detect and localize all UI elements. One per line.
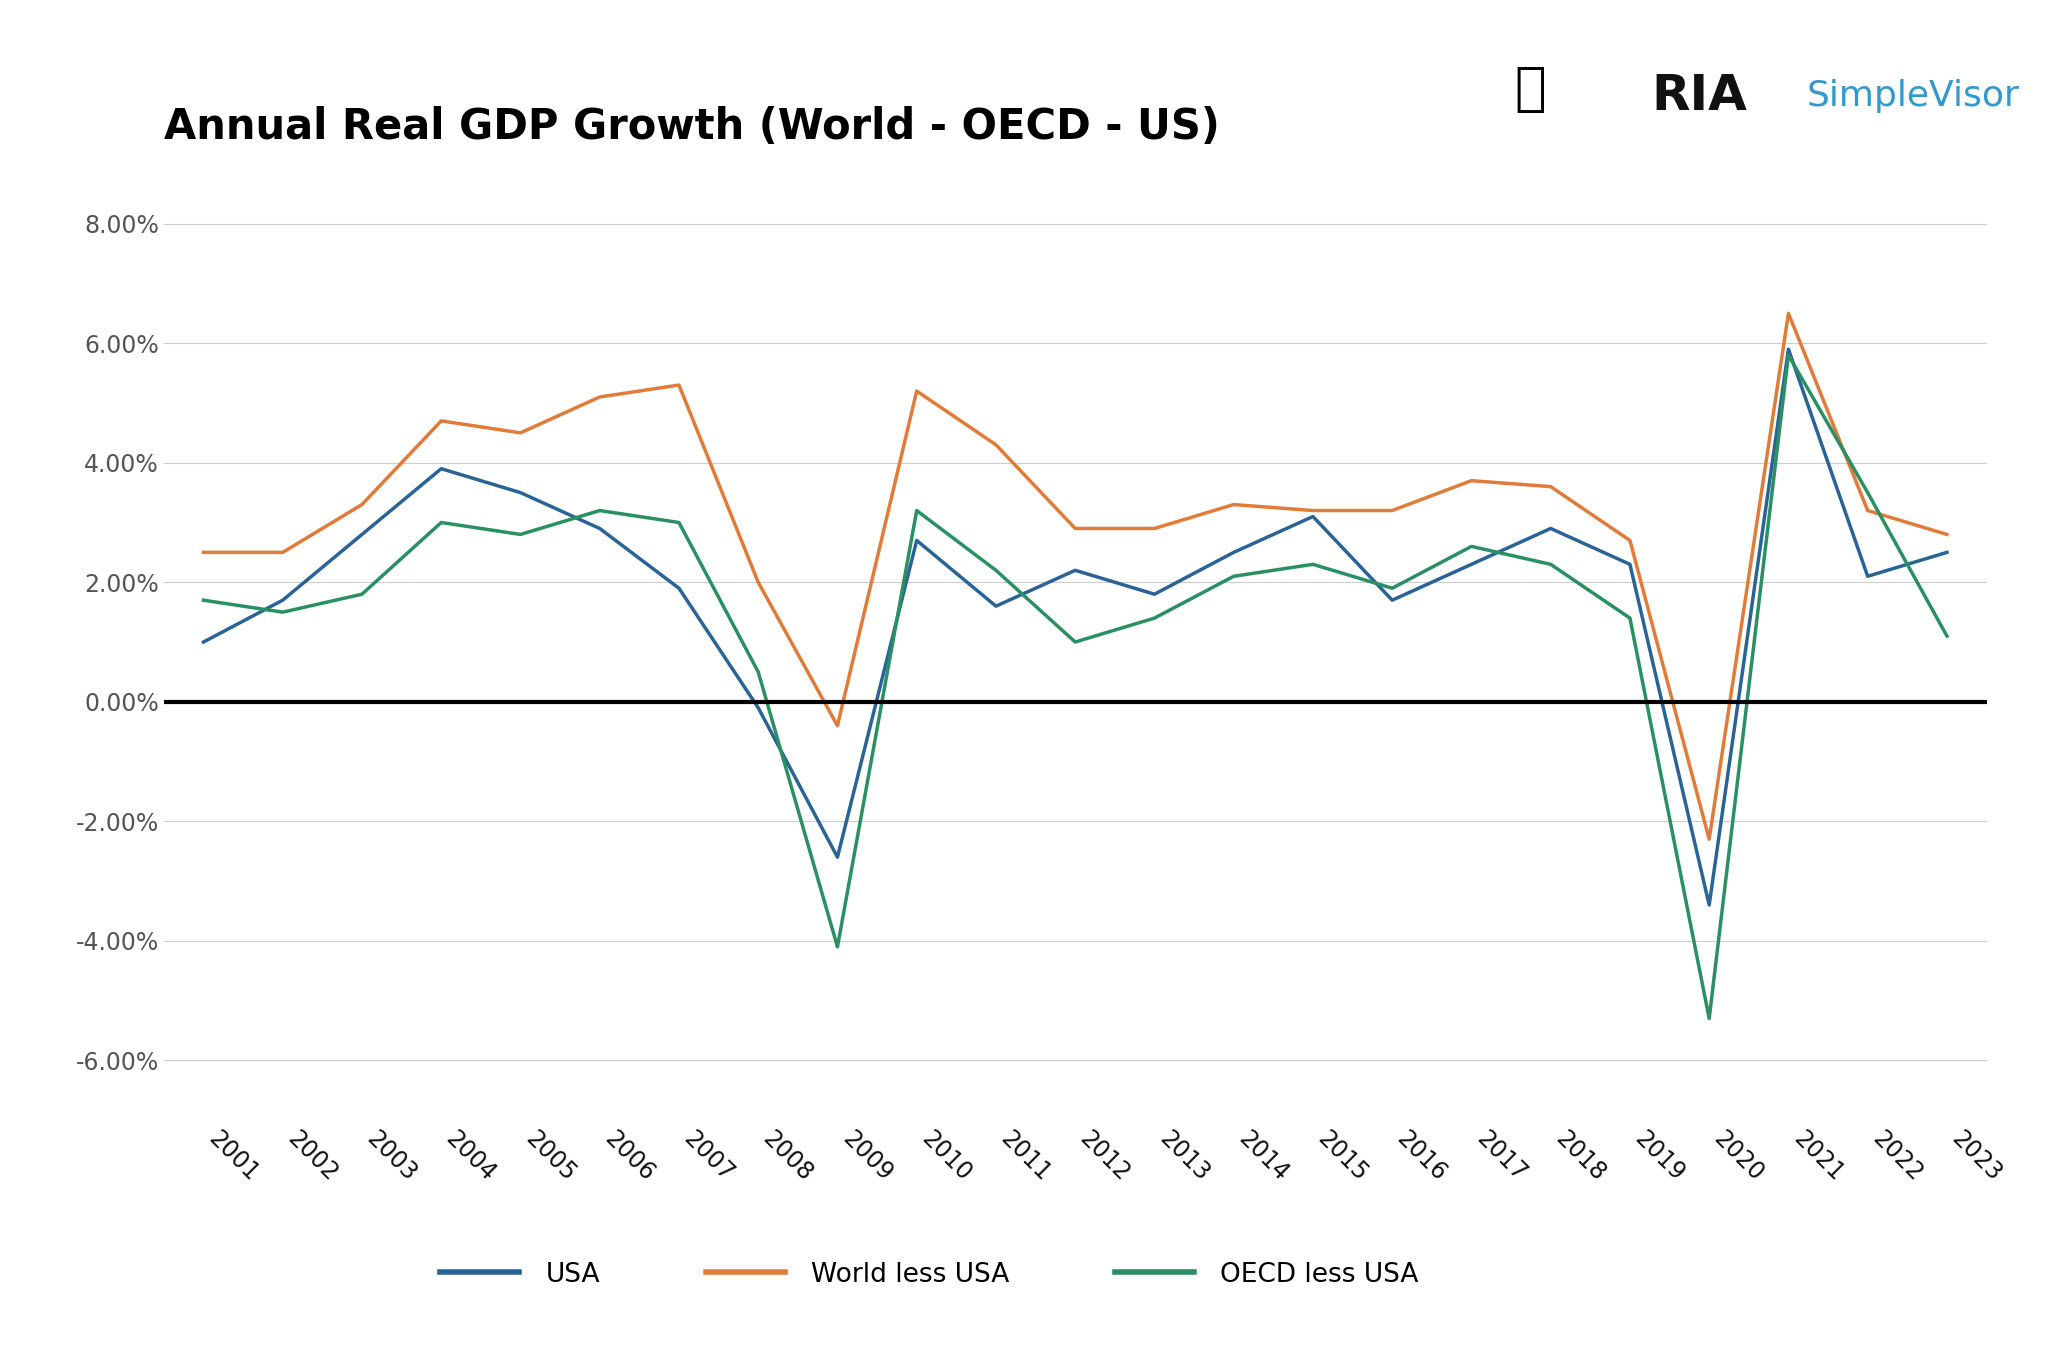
Text: Annual Real GDP Growth (World - OECD - US): Annual Real GDP Growth (World - OECD - U… [164,107,1221,148]
Legend: USA, World less USA, OECD less USA: USA, World less USA, OECD less USA [430,1251,1430,1298]
Text: SimpleVisor: SimpleVisor [1806,79,2019,112]
Text: RIA: RIA [1651,71,1747,120]
Text: 🦅: 🦅 [1513,63,1546,115]
